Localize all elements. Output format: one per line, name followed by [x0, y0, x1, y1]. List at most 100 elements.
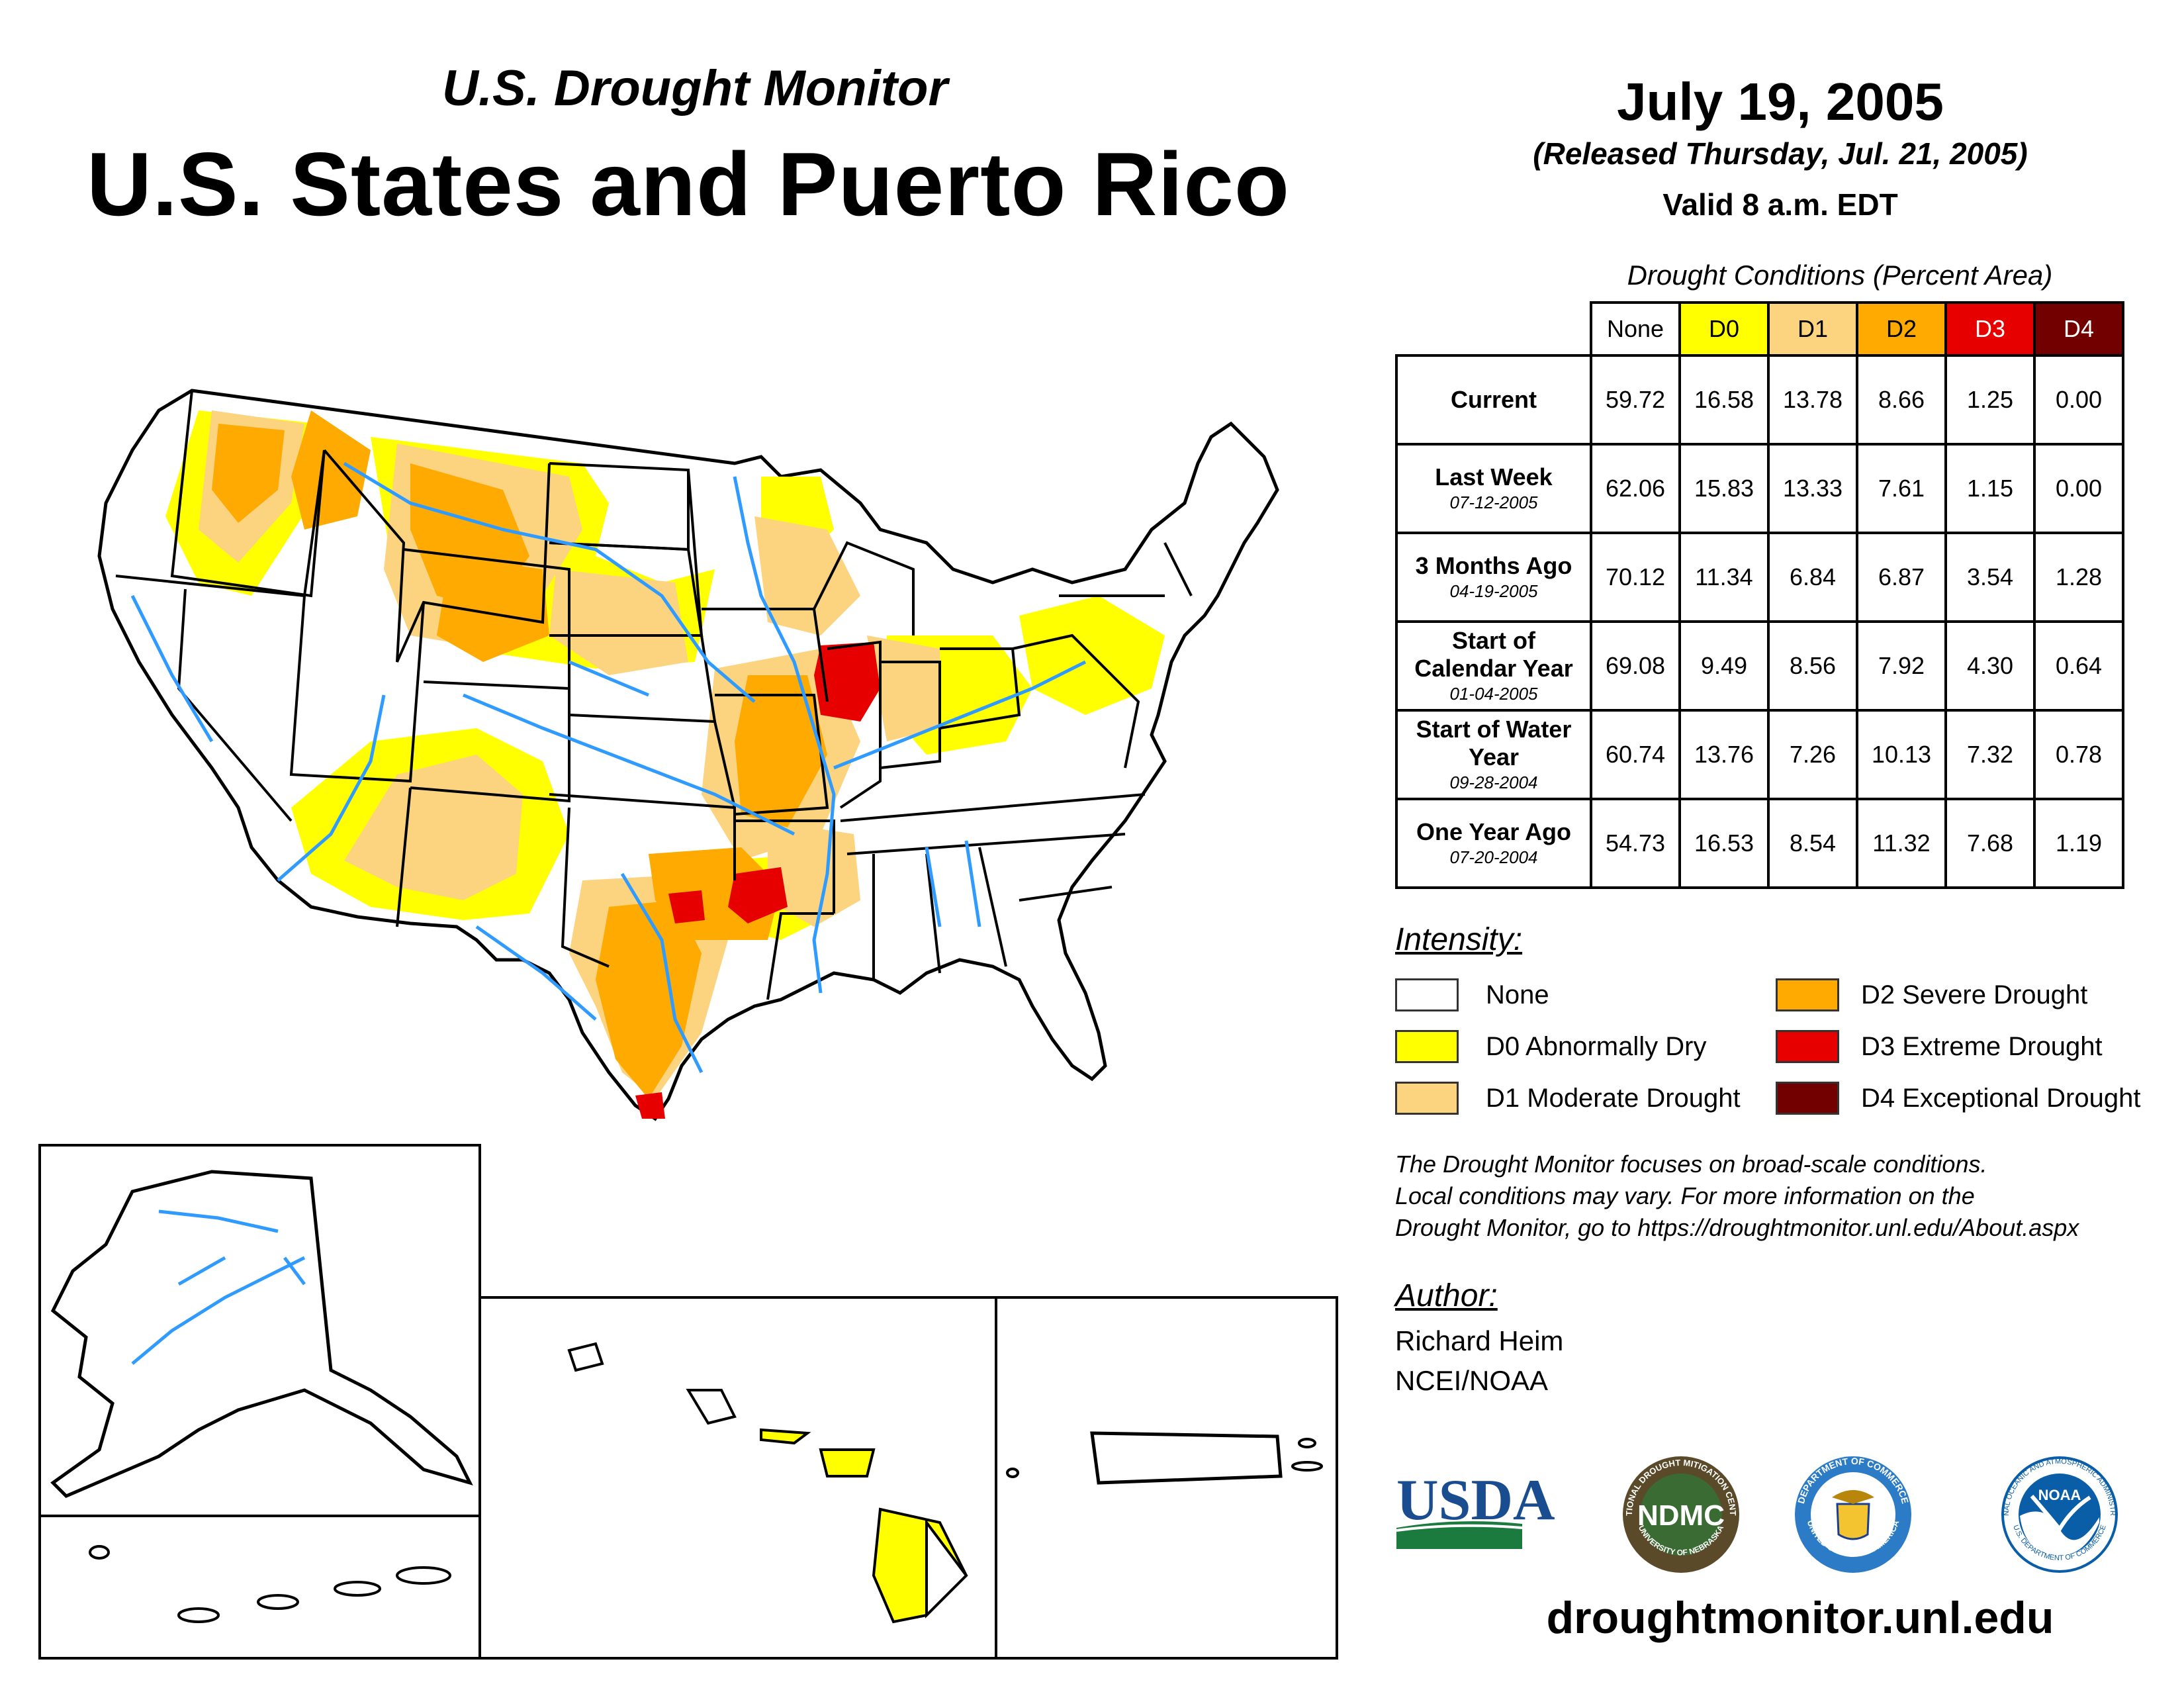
table-cell: 3.54 [1944, 532, 2036, 623]
state-boundaries [115, 390, 1193, 1000]
d3-areas [635, 642, 880, 1119]
author-name: Richard Heim [1395, 1325, 1564, 1356]
legend-swatch-d0 [1395, 1030, 1459, 1063]
table-cell: 8.54 [1767, 798, 1858, 889]
legend-label-d4: D4 Exceptional Drought [1861, 1084, 2141, 1113]
table-cell: 11.34 [1678, 532, 1770, 623]
author-heading: Author: [1395, 1278, 1498, 1313]
puerto-rico-inset-frame [995, 1296, 1338, 1660]
table-cell: 8.66 [1856, 354, 1947, 445]
row-label-text: Start of Water Year [1416, 716, 1572, 771]
table-cell: 7.32 [1944, 709, 2036, 800]
row-label: 3 Months Ago 04-19-2005 [1395, 532, 1592, 623]
table-cell: 1.25 [1944, 354, 2036, 445]
website-url[interactable]: droughtmonitor.unl.edu [1546, 1593, 2054, 1643]
conditions-table: None D0 D1 D2 D3 D4 Current 59.72 16.58 13.… [1395, 301, 2124, 889]
table-row: Start of Calendar Year 01-04-2005 69.08 9.4… [1395, 620, 2124, 712]
release-date: (Released Thursday, Jul. 21, 2005) [1533, 136, 2028, 171]
disclaimer-note: The Drought Monitor focuses on broad-sca… [1395, 1149, 2176, 1244]
table-cell: 4.30 [1944, 620, 2036, 712]
table-cell: 9.49 [1678, 620, 1770, 712]
row-label-text: Current [1450, 386, 1537, 413]
map-title: U.S. States and Puerto Rico [86, 134, 1291, 234]
table-row: One Year Ago 07-20-2004 54.73 16.53 8.54 11.3… [1395, 798, 2124, 889]
table-cell: 6.84 [1767, 532, 1858, 623]
table-row: Last Week 07-12-2005 62.06 15.83 13.33 7.61 1.… [1395, 443, 2124, 534]
table-cell: 0.00 [2033, 443, 2124, 534]
row-label-text: Last Week [1435, 463, 1553, 491]
table-cell: 13.33 [1767, 443, 1858, 534]
column-header-d3: D3 [1944, 301, 2036, 357]
row-label: Last Week 07-12-2005 [1395, 443, 1592, 534]
row-label-date: 09-28-2004 [1449, 773, 1538, 792]
table-cell: 69.08 [1590, 620, 1681, 712]
table-cell: 13.76 [1678, 709, 1770, 800]
note-line-2: Local conditions may vary. For more info… [1395, 1182, 1975, 1209]
aleutian-inset-frame [38, 1515, 481, 1660]
legend-swatch-d1 [1395, 1082, 1459, 1115]
note-line-1: The Drought Monitor focuses on broad-sca… [1395, 1150, 1987, 1178]
table-cell: 8.56 [1767, 620, 1858, 712]
legend-label-d3: D3 Extreme Drought [1861, 1032, 2103, 1061]
legend-label-d0: D0 Abnormally Dry [1486, 1032, 1707, 1061]
usda-logo: USDA [1396, 1468, 1555, 1549]
row-label: Start of Water Year 09-28-2004 [1395, 709, 1592, 800]
legend-swatch-d4 [1776, 1082, 1839, 1115]
column-header-d4: D4 [2033, 301, 2124, 357]
rivers [130, 461, 1087, 1074]
table-row: Start of Water Year 09-28-2004 60.74 13.76 7… [1395, 709, 2124, 800]
puerto-rico-outline [1090, 1431, 1283, 1485]
table-cell: 1.19 [2033, 798, 2124, 889]
table-header-row: None D0 D1 D2 D3 D4 [1396, 301, 2124, 357]
row-label-date: 04-19-2005 [1449, 581, 1538, 601]
legend-label-none: None [1486, 980, 1549, 1009]
row-label-date: 07-20-2004 [1449, 847, 1538, 867]
legend-swatch-d2 [1776, 978, 1839, 1011]
noaa-wordmark: NOAA [2038, 1487, 2081, 1503]
row-label-date: 01-04-2005 [1449, 684, 1538, 704]
alaska-rivers [131, 1209, 306, 1365]
column-header-none: None [1590, 301, 1681, 357]
map-date: July 19, 2005 [1617, 72, 1944, 131]
row-label-text: One Year Ago [1416, 818, 1572, 845]
table-cell: 13.78 [1767, 354, 1858, 445]
table-cell: 0.00 [2033, 354, 2124, 445]
table-cell: 10.13 [1856, 709, 1947, 800]
column-header-d1: D1 [1767, 301, 1858, 357]
note-line-3: Drought Monitor, go to https://droughtmo… [1395, 1214, 2079, 1241]
column-header-d0: D0 [1678, 301, 1770, 357]
table-cell: 0.78 [2033, 709, 2124, 800]
legend-swatch-none [1395, 978, 1459, 1011]
row-label-text: Start of Calendar Year [1414, 627, 1573, 682]
row-label: Start of Calendar Year 01-04-2005 [1395, 620, 1592, 712]
row-label-date: 07-12-2005 [1449, 492, 1538, 512]
table-cell: 15.83 [1678, 443, 1770, 534]
aleutian-islands [89, 1545, 451, 1623]
ndmc-wordmark: NDMC [1637, 1499, 1725, 1532]
puerto-rico-islands [1006, 1438, 1323, 1478]
hawaii-islands [567, 1342, 968, 1624]
alaska-outline [50, 1170, 473, 1498]
legend-label-d1: D1 Moderate Drought [1486, 1084, 1741, 1113]
row-label: One Year Ago 07-20-2004 [1395, 798, 1592, 889]
table-cell: 7.26 [1767, 709, 1858, 800]
table-cell: 54.73 [1590, 798, 1681, 889]
table-corner [1396, 303, 1591, 355]
table-cell: 7.92 [1856, 620, 1947, 712]
row-label-text: 3 Months Ago [1415, 552, 1572, 579]
table-cell: 70.12 [1590, 532, 1681, 623]
table-cell: 60.74 [1590, 709, 1681, 800]
logo-strip: USDA NDMC NATIONAL DROUGHT MITIGATION CE… [1390, 1456, 2118, 1573]
map-subtitle: U.S. Drought Monitor [441, 60, 948, 117]
conditions-table-title: Drought Conditions (Percent Area) [1627, 259, 2053, 291]
table-row: Current 59.72 16.58 13.78 8.66 1.25 0.00 [1395, 354, 2124, 445]
valid-time: Valid 8 a.m. EDT [1662, 187, 1898, 222]
table-cell: 6.87 [1856, 532, 1947, 623]
table-cell: 1.28 [2033, 532, 2124, 623]
commerce-seal-logo: DEPARTMENT OF COMMERCE UNITED STATES OF … [1795, 1456, 1911, 1573]
table-cell: 7.68 [1944, 798, 2036, 889]
table-cell: 16.58 [1678, 354, 1770, 445]
legend-swatch-d3 [1776, 1030, 1839, 1063]
table-cell: 11.32 [1856, 798, 1947, 889]
